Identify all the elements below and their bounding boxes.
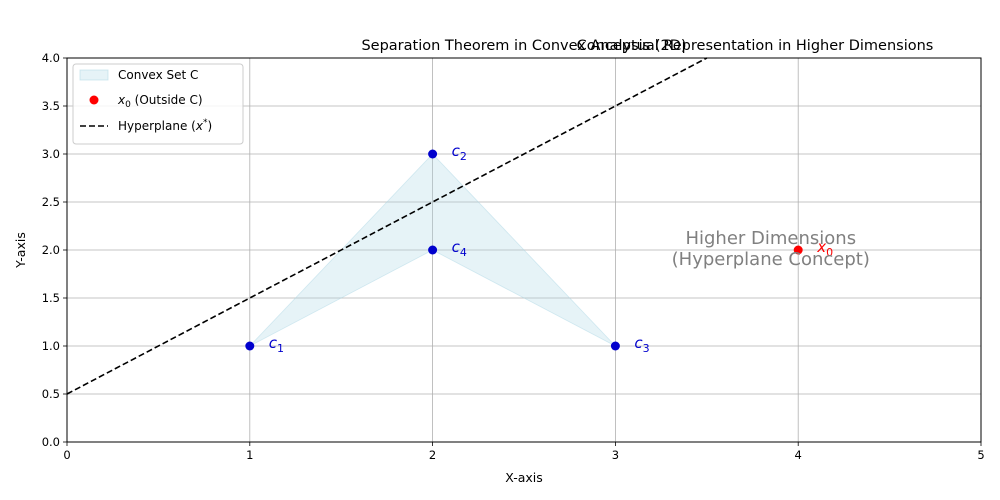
axis-ticks: 0 1 2 3 4 5 0.0 0.5 1.0 1.5 2.0 2.5 3.0 3.5 4.0 bbox=[42, 51, 985, 462]
point-c4-label: c4 bbox=[452, 238, 467, 259]
x-axis-label: X-axis bbox=[505, 470, 543, 485]
x-tick-label: 0 bbox=[63, 448, 70, 462]
y-tick-label: 4.0 bbox=[42, 51, 60, 65]
point-c4-marker bbox=[428, 245, 438, 255]
point-c2-label: c2 bbox=[452, 142, 467, 163]
x-tick-label: 3 bbox=[612, 448, 619, 462]
point-x0-marker bbox=[793, 245, 803, 255]
y-axis-label: Y-axis bbox=[13, 232, 28, 269]
annotation-line: (Hyperplane Concept) bbox=[672, 249, 870, 270]
point-x0-label: x0 bbox=[816, 238, 833, 259]
hyperplane-line bbox=[66, 57, 708, 395]
y-tick-label: 3.5 bbox=[42, 99, 60, 113]
point-c1-marker bbox=[245, 341, 255, 351]
chart-title-1: Separation Theorem in Convex Analysis (2… bbox=[361, 38, 686, 54]
y-tick-label: 3.0 bbox=[42, 147, 60, 161]
hyperplane-layer bbox=[66, 57, 708, 395]
annotation-line: Higher Dimensions bbox=[685, 228, 856, 249]
y-tick-label: 1.5 bbox=[42, 291, 60, 305]
higher-dimensions-annotation: Higher Dimensions(Hyperplane Concept) bbox=[672, 228, 870, 270]
x-tick-label: 1 bbox=[246, 448, 253, 462]
y-tick-label: 0.5 bbox=[42, 387, 60, 401]
x-tick-label: 2 bbox=[429, 448, 436, 462]
x-tick-label: 5 bbox=[977, 448, 984, 462]
legend-point bbox=[89, 95, 99, 105]
point-c3-marker bbox=[610, 341, 620, 351]
point-c1-label: c1 bbox=[269, 334, 284, 355]
legend-box bbox=[72, 63, 244, 145]
point-c2-marker bbox=[428, 149, 438, 159]
y-tick-label: 0.0 bbox=[42, 435, 60, 449]
legend-patch bbox=[79, 69, 109, 81]
y-tick-label: 2.5 bbox=[42, 195, 60, 209]
point-c3-label: c3 bbox=[634, 334, 649, 355]
legend-entry-text: Hyperplane (x*) bbox=[118, 118, 212, 133]
legend: Convex Set C x0 (Outside C) Hyperplane (x*… bbox=[72, 63, 244, 145]
chart-title-2: Conceptual Representation in Higher Dime… bbox=[577, 38, 934, 54]
y-tick-label: 2.0 bbox=[42, 243, 60, 257]
legend-entry-text: x0 (Outside C) bbox=[117, 93, 203, 110]
legend-entry-text: Convex Set C bbox=[118, 68, 198, 82]
points-layer: c1 c2 c3 c4 x0 bbox=[245, 142, 833, 355]
y-tick-label: 1.0 bbox=[42, 339, 60, 353]
x-tick-label: 4 bbox=[795, 448, 802, 462]
